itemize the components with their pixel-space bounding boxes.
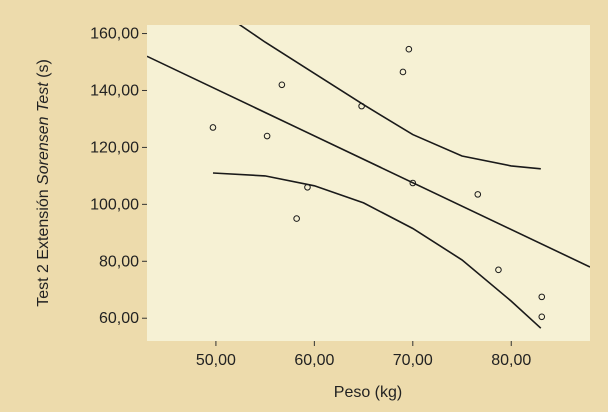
y-axis: 60,00 80,00 100,00 120,00 140,00 160,00 xyxy=(90,26,147,327)
data-point xyxy=(358,102,365,110)
y-tick-label: 120,00 xyxy=(90,139,139,156)
y-tick-label: 140,00 xyxy=(90,82,139,99)
plot-area xyxy=(147,25,590,341)
data-point xyxy=(278,81,286,89)
x-tick-label: 60,00 xyxy=(294,352,334,369)
data-point xyxy=(538,293,546,301)
regression-line xyxy=(147,55,590,268)
y-axis-title-part-1: Test 2 Extensión xyxy=(35,185,52,307)
confidence-band-upper xyxy=(238,25,541,170)
data-point xyxy=(399,68,407,76)
data-point xyxy=(293,215,300,222)
x-tick-label: 70,00 xyxy=(393,352,433,369)
y-tick-label: 160,00 xyxy=(90,26,139,43)
data-point xyxy=(263,132,271,140)
data-point xyxy=(538,313,546,321)
x-axis-title: Peso (kg) xyxy=(334,384,402,401)
y-axis-title-part-2: Sorensen xyxy=(35,116,52,185)
x-tick-label: 80,00 xyxy=(491,352,531,369)
data-point xyxy=(209,124,217,131)
y-tick-label: 100,00 xyxy=(90,196,139,213)
y-tick-label: 60,00 xyxy=(99,310,139,327)
y-axis-title-part-4: Test xyxy=(35,82,52,112)
x-tick-label: 50,00 xyxy=(196,352,236,369)
y-tick-label: 80,00 xyxy=(99,253,139,270)
y-axis-title-part-5: (s) xyxy=(35,59,52,82)
chart-marks xyxy=(147,25,590,329)
x-axis: 50,00 60,00 70,00 80,00 xyxy=(196,341,531,369)
y-axis-title: Test 2 Extensión Sorensen Test (s) xyxy=(35,59,52,307)
data-point xyxy=(495,266,502,274)
data-point xyxy=(304,183,311,191)
confidence-band-lower xyxy=(212,172,542,329)
data-point xyxy=(405,45,413,53)
data-point xyxy=(474,191,482,198)
data-point xyxy=(409,179,417,187)
